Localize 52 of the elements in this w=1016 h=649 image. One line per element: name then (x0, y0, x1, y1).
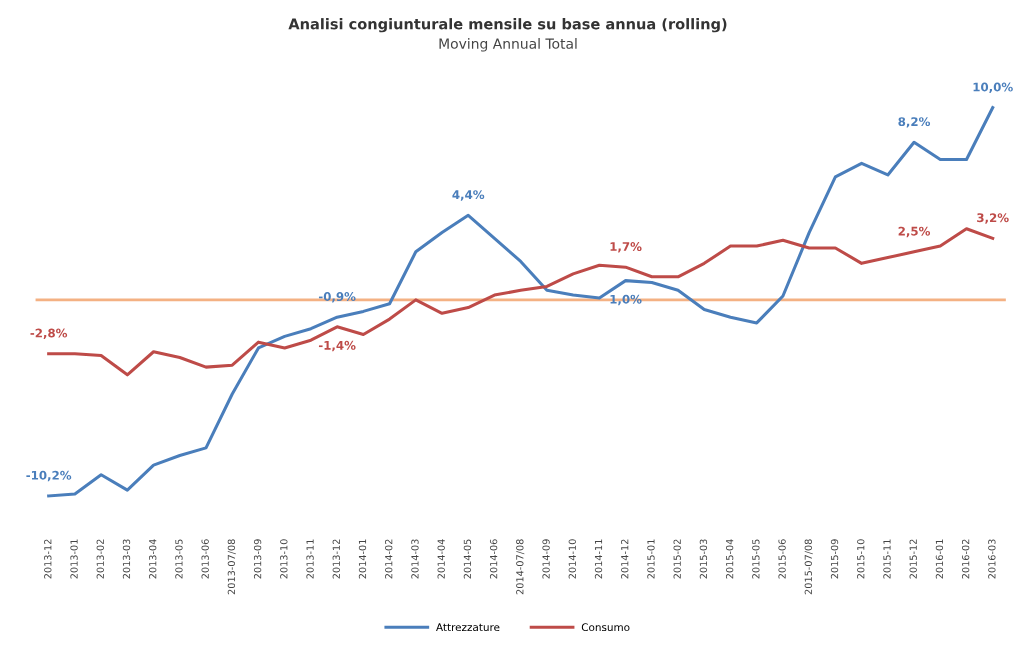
x-tick-label: 2014-12 (621, 539, 629, 579)
chart-subtitle: Moving Annual Total (439, 38, 577, 52)
x-tick-label: 2013-01 (70, 539, 78, 579)
x-tick-label: 2014-02 (385, 539, 393, 579)
x-tick-label: 2013-07/08 (227, 539, 236, 595)
x-tick-label: 2014-01 (358, 539, 367, 579)
x-tick-label: 2015-03 (699, 539, 708, 579)
x-tick-label: 2015-10 (857, 539, 865, 579)
x-tick-label: 2013-05 (175, 539, 183, 579)
x-tick-label: 2015-02 (673, 539, 681, 579)
x-tick-label: 2014-07/08 (516, 539, 525, 595)
data-label: 1,7% (610, 242, 642, 253)
x-tick-label: 2015-04 (725, 539, 734, 579)
chart-title: Analisi congiunturale mensile su base annua (rolling) (288, 18, 727, 33)
x-tick-label: 2015-12 (909, 539, 917, 579)
data-label: -0,9% (318, 292, 356, 303)
x-tick-label: 2015-11 (883, 539, 891, 579)
x-tick-label: 2014-05 (463, 539, 472, 579)
x-tick-label: 2013-12 (332, 539, 340, 579)
data-label: -2,8% (30, 328, 68, 340)
x-tick-label: 2014-11 (594, 539, 603, 579)
x-tick-label: 2016-01 (935, 539, 944, 579)
x-tick-label: 2014-09 (542, 539, 550, 579)
data-label: 4,4% (452, 190, 485, 201)
x-tick-label: 2014-03 (411, 539, 419, 579)
x-tick-label: 2013-04 (149, 539, 157, 579)
data-label: 8,2% (898, 117, 931, 128)
x-tick-label: 2015-05 (752, 539, 760, 579)
data-label: 10,0% (973, 82, 1013, 93)
x-tick-label: 2013-03 (122, 539, 131, 579)
data-label: -1,4% (318, 340, 356, 352)
x-tick-label: 2014-10 (568, 539, 576, 579)
x-tick-label: 2015-01 (647, 539, 655, 579)
legend-label: Attrezzature (436, 623, 500, 632)
x-tick-label: 2016-02 (961, 539, 970, 579)
x-tick-label: 2014-04 (437, 539, 445, 579)
x-tick-label: 2013-11 (306, 539, 314, 579)
data-label: -10,2% (26, 470, 72, 482)
data-label: 2,5% (898, 226, 931, 238)
legend-label: Consumo (581, 623, 630, 632)
x-tick-label: 2013-06 (201, 539, 209, 579)
x-tick-label: 2015-06 (778, 539, 786, 579)
x-tick-label: 2013-10 (280, 539, 288, 579)
x-tick-label: 2014-06 (489, 539, 498, 579)
x-tick-label: 2013-09 (253, 539, 262, 579)
x-tick-label: 2013-12 (44, 539, 52, 579)
data-label: 1,0% (610, 294, 642, 306)
x-tick-label: 2016-03 (988, 539, 996, 579)
x-tick-label: 2015-09 (830, 539, 839, 579)
data-label: 3,2% (977, 213, 1009, 224)
x-tick-label: 2013-02 (96, 539, 104, 579)
x-tick-label: 2015-07/08 (804, 539, 813, 595)
